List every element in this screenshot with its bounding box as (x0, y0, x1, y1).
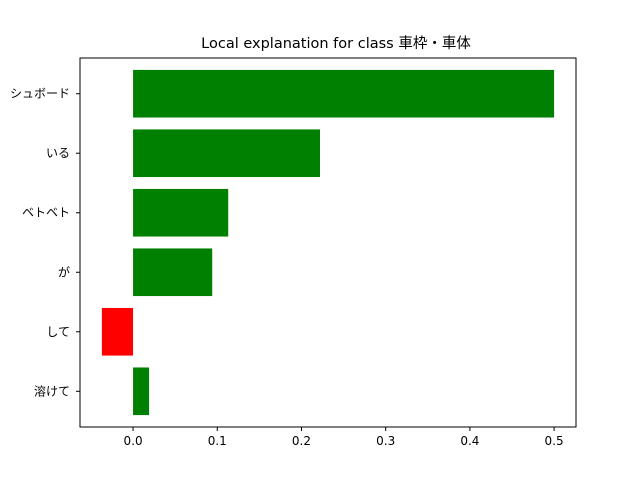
x-axis: 0.0 0.1 0.2 0.3 0.4 0.5 (124, 427, 564, 448)
x-tick-label: 0.3 (376, 434, 395, 448)
bar (133, 69, 555, 118)
y-axis: 溶けて して が ベトベト いる シュボード (10, 87, 80, 398)
x-tick-label: 0.2 (292, 434, 311, 448)
y-tick-label: シュボード (10, 87, 70, 101)
x-tick-label: 0.1 (208, 434, 227, 448)
y-tick-label: 溶けて (34, 383, 70, 398)
bar (133, 248, 213, 297)
chart-title: Local explanation for class 車枠・車体 (201, 35, 471, 52)
bar (133, 129, 320, 178)
bar (133, 188, 229, 237)
bars-group (101, 69, 555, 416)
x-tick-label: 0.0 (124, 434, 143, 448)
y-tick-label: ベトベト (22, 206, 70, 220)
x-tick-label: 0.4 (460, 434, 479, 448)
y-tick-label: いる (46, 146, 70, 160)
x-tick-label: 0.5 (545, 434, 564, 448)
y-tick-label: が (58, 264, 70, 279)
bar (133, 367, 150, 416)
plot-area-frame (79, 57, 577, 428)
y-tick-label: して (46, 325, 70, 339)
bar (101, 307, 134, 356)
